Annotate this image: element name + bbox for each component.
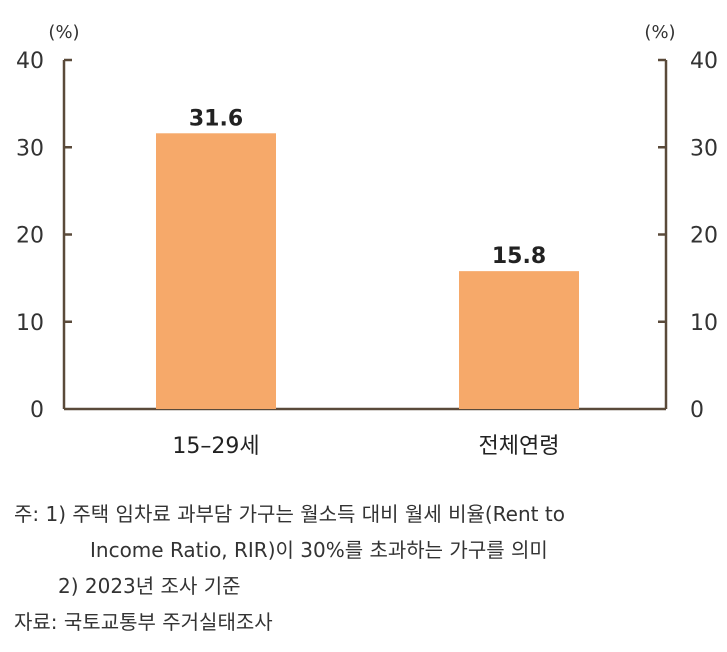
y-tick-label-right: 20 <box>690 224 718 249</box>
category-label: 15–29세 <box>172 434 259 459</box>
note-line-3: 2) 2023년 조사 기준 <box>58 574 241 598</box>
bar <box>459 271 579 409</box>
data-label: 31.6 <box>189 106 243 131</box>
y-tick-label-left: 40 <box>16 49 44 74</box>
chart-labels: 31.6 15–29세 15.8 전체연령 <box>172 106 559 459</box>
y-tick-label-left: 20 <box>16 224 44 249</box>
note-line-4: 자료: 국토교통부 주거실태조사 <box>14 610 273 634</box>
category-label: 전체연령 <box>479 434 560 459</box>
y-tick-label-right: 30 <box>690 136 718 161</box>
y-tick-label-right: 40 <box>690 49 718 74</box>
y-tick-label-right: 10 <box>690 311 718 336</box>
y-tick-label-left: 10 <box>16 311 44 336</box>
y-unit-left: (%) <box>48 22 79 43</box>
chart-notes: 주: 1) 주택 임차료 과부담 가구는 월소득 대비 월세 비율(Rent t… <box>14 496 565 640</box>
y-tick-label-left: 0 <box>30 398 44 423</box>
bar <box>156 133 276 410</box>
note-line-1: 주: 1) 주택 임차료 과부담 가구는 월소득 대비 월세 비율(Rent t… <box>14 502 565 526</box>
data-label: 15.8 <box>492 244 546 269</box>
y-tick-label-right: 0 <box>690 398 704 423</box>
note-line-2: Income Ratio, RIR)이 30%를 초과하는 가구를 의미 <box>90 538 548 562</box>
y-tick-label-left: 30 <box>16 136 44 161</box>
y-unit-right: (%) <box>644 22 675 43</box>
chart-bars <box>156 133 579 410</box>
